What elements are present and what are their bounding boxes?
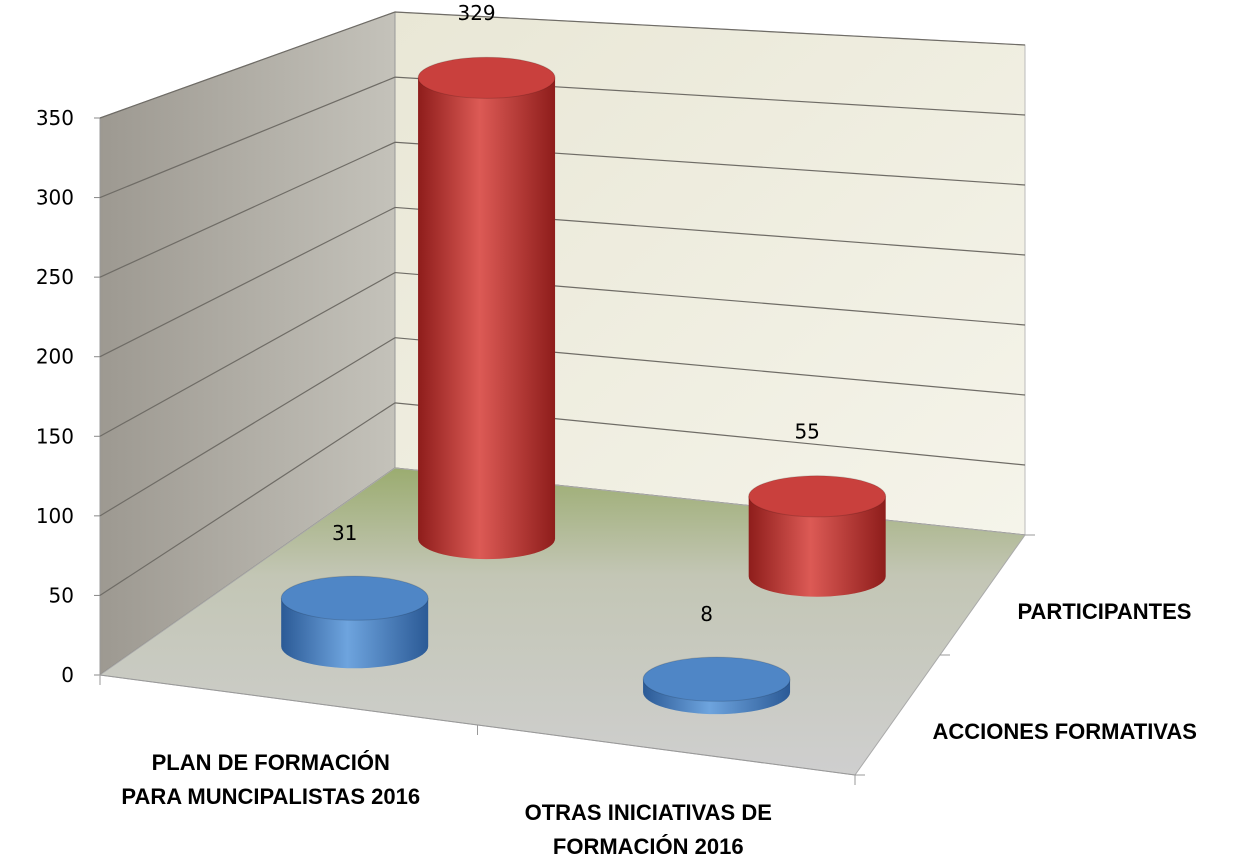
cylinder-top (280, 575, 429, 621)
cylinder-top (417, 56, 556, 99)
y-tick-label: 300 (36, 186, 74, 210)
data-label: 31 (332, 521, 357, 545)
legend-label: PARTICIPANTES (1018, 599, 1192, 624)
cylinder-body (418, 77, 556, 560)
grid-line (99, 76, 1026, 199)
grid-line (99, 11, 1026, 119)
cylinder-top (642, 656, 791, 702)
cylinder (417, 56, 556, 560)
data-label: 55 (794, 419, 819, 443)
x-tick-label: OTRAS INICIATIVAS DE FORMACIÓN 2016 (524, 800, 772, 859)
cylinder (748, 475, 887, 597)
grid-line (99, 206, 1026, 358)
legend-label: ACCIONES FORMATIVAS (933, 719, 1197, 744)
data-label: 8 (700, 602, 713, 626)
y-tick-label: 350 (36, 106, 74, 130)
grid-line (99, 337, 1026, 517)
cylinder-top (748, 475, 887, 518)
y-tick-label: 200 (36, 345, 74, 369)
cylinder (280, 575, 429, 669)
y-tick-label: 50 (49, 583, 74, 607)
x-tick-label: PLAN DE FORMACIÓN PARA MUNCIPALISTAS 201… (121, 750, 421, 809)
grid-line (99, 271, 1026, 437)
grid-line (99, 141, 1026, 278)
y-tick-label: 0 (61, 663, 74, 687)
data-label: 329 (457, 1, 495, 25)
y-tick-label: 250 (36, 265, 74, 289)
cylinder (642, 656, 791, 715)
y-tick-label: 150 (36, 424, 74, 448)
grid-line (99, 402, 1026, 596)
cylinder-body (748, 496, 886, 597)
y-tick-label: 100 (36, 504, 74, 528)
